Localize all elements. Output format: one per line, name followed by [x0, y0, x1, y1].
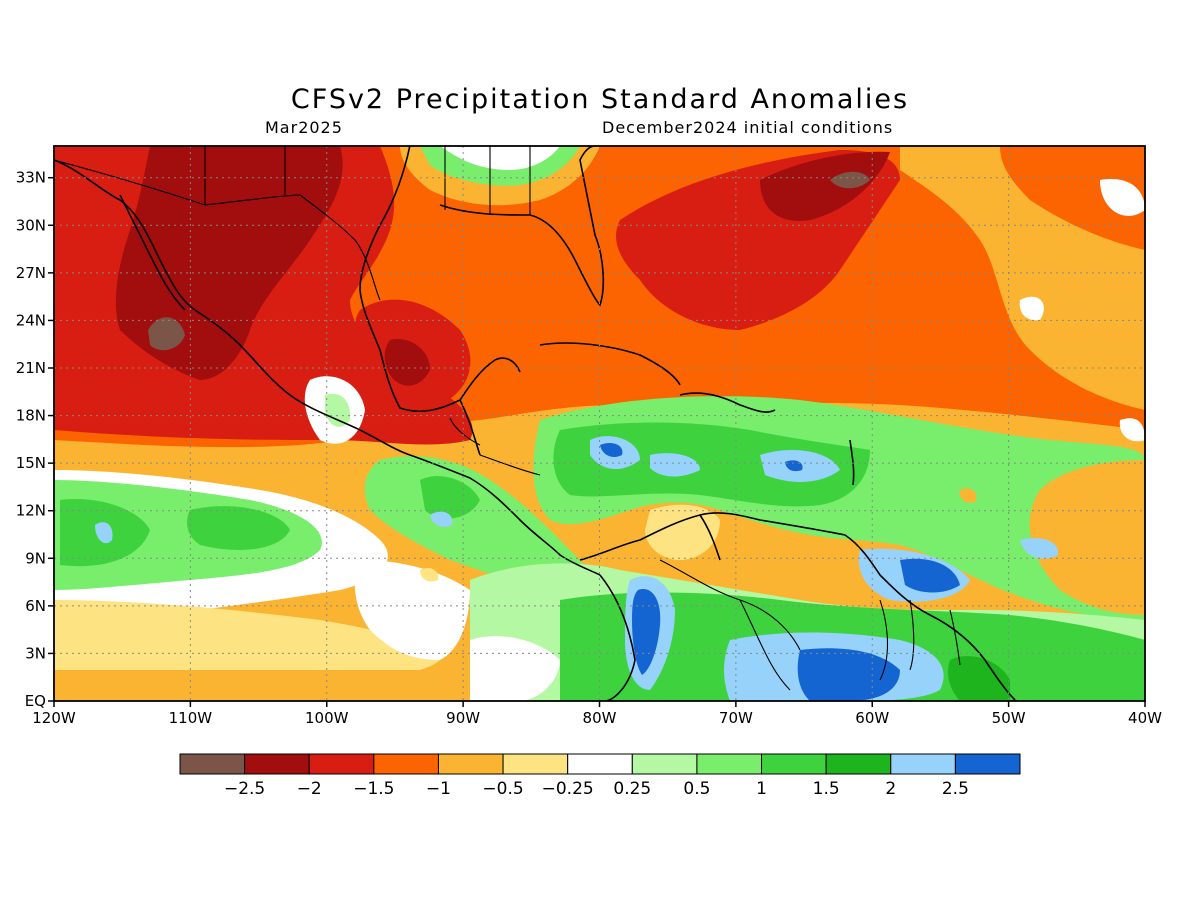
- lat-tick-label: 12N: [16, 502, 46, 520]
- colorbar-label: 2.5: [942, 779, 969, 799]
- colorbar-label: −2.5: [224, 779, 265, 799]
- lat-tick-label: 18N: [16, 407, 46, 425]
- lon-tick-label: 100W: [305, 709, 349, 727]
- lon-tick-label: 80W: [583, 709, 617, 727]
- map-gridlines: [54, 146, 1145, 701]
- colorbar-swatch: [437, 753, 504, 775]
- lat-tick-label: 3N: [25, 644, 46, 662]
- colorbar-swatch: [631, 753, 698, 775]
- lon-tick-label: 110W: [169, 709, 213, 727]
- colorbar-swatch: [890, 753, 956, 775]
- colorbar-swatch: [308, 753, 375, 775]
- lat-tick-label: 9N: [25, 549, 46, 567]
- colorbar-label: 2: [885, 779, 896, 799]
- colorbar-label: 1.5: [813, 779, 840, 799]
- colorbar-label: −0.25: [542, 779, 594, 799]
- colorbar-swatch: [179, 753, 246, 775]
- colorbar-swatch: [373, 753, 439, 775]
- colorbar-swatch: [567, 753, 633, 775]
- lat-tick-label: 27N: [16, 264, 46, 282]
- lon-tick-label: 70W: [719, 709, 753, 727]
- lon-tick-label: 120W: [32, 709, 76, 727]
- axis-ticks: 120W 110W 100W 90W 80W 70W 60W 50W 40W EQ 3N 6N 9N 12…: [16, 169, 1162, 727]
- lon-tick-label: 40W: [1128, 709, 1162, 727]
- colorbar-label: 0.25: [613, 779, 651, 799]
- colorbar-label: 1: [756, 779, 767, 799]
- colorbar-label: −1.5: [353, 779, 394, 799]
- map-title: CFSv2 Precipitation Standard Anomalies: [290, 84, 910, 115]
- colorbar-swatch: [244, 753, 310, 775]
- lat-tick-label: 6N: [25, 597, 46, 615]
- initial-conditions-label: December2024 initial conditions: [602, 118, 894, 137]
- anomaly-field: [54, 146, 1145, 701]
- lon-tick-label: 60W: [855, 709, 889, 727]
- lat-tick-label: 30N: [16, 216, 46, 234]
- colorbar: −2.5 −2 −1.5 −1 −0.5 −0.25 0.25 0.5 1 1.5 2 2.5: [179, 753, 1021, 799]
- colorbar-swatch: [761, 753, 827, 775]
- valid-month-label: Mar2025: [265, 118, 343, 137]
- colorbar-label: −1: [426, 779, 451, 799]
- colorbar-swatch: [696, 753, 763, 775]
- colorbar-swatch: [954, 753, 1021, 775]
- lon-tick-label: 90W: [446, 709, 480, 727]
- political-borders: [54, 146, 961, 691]
- lat-tick-label: 24N: [16, 311, 46, 329]
- lat-tick-label: 21N: [16, 359, 46, 377]
- lat-tick-label: 15N: [16, 454, 46, 472]
- lat-tick-label: EQ: [25, 692, 46, 710]
- lat-tick-label: 33N: [16, 169, 46, 187]
- colorbar-label: −0.5: [482, 779, 523, 799]
- lon-tick-label: 50W: [992, 709, 1026, 727]
- colorbar-label: −2: [297, 779, 322, 799]
- colorbar-swatch: [502, 753, 569, 775]
- colorbar-swatch: [825, 753, 892, 775]
- colorbar-label: 0.5: [683, 779, 710, 799]
